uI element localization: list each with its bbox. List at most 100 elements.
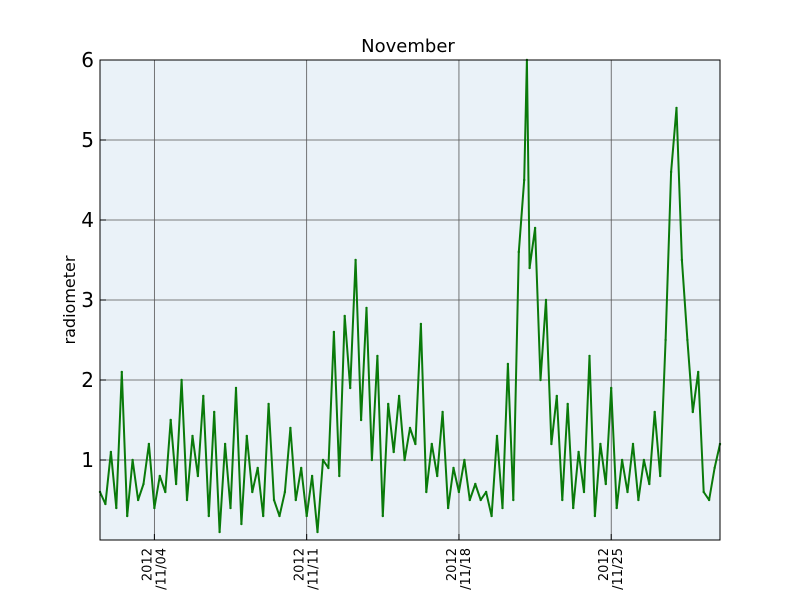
data-point: [419, 322, 423, 326]
data-point: [109, 450, 113, 454]
data-point: [251, 490, 254, 494]
data-point: [120, 370, 124, 374]
data-point: [191, 434, 194, 438]
data-point: [202, 394, 205, 398]
data-point: [223, 442, 227, 446]
y-tick-label: 3: [81, 288, 94, 312]
data-point: [185, 498, 189, 502]
data-point: [359, 418, 363, 422]
data-point: [294, 498, 297, 502]
data-point: [669, 170, 673, 174]
x-tick-label-line2: /11/25: [611, 548, 626, 590]
x-tick-label: 2012/11/25: [597, 548, 626, 590]
data-point: [528, 266, 531, 270]
data-point: [283, 490, 287, 494]
data-point: [142, 482, 145, 486]
data-point: [430, 442, 433, 446]
data-point: [463, 458, 466, 462]
data-point: [691, 410, 694, 414]
data-point: [289, 426, 292, 430]
data-point: [582, 490, 586, 494]
data-point: [354, 258, 357, 262]
data-point: [566, 402, 569, 406]
x-tick-label-line1: 2012: [597, 548, 612, 581]
data-point: [310, 474, 314, 478]
data-point: [572, 506, 575, 510]
data-point: [550, 442, 553, 446]
data-point: [381, 514, 384, 518]
data-point: [332, 330, 336, 334]
data-point: [327, 466, 330, 470]
data-point: [136, 498, 140, 502]
data-point: [490, 514, 493, 518]
y-tick-label: 4: [81, 208, 94, 232]
x-axis-ticks: 2012/11/04 2012/11/11 2012/11/18 2012/11/25: [140, 534, 626, 590]
data-point: [131, 458, 134, 462]
data-point: [338, 474, 341, 478]
data-point: [501, 506, 504, 510]
data-point: [126, 514, 129, 518]
data-point: [365, 306, 368, 310]
data-point: [207, 514, 210, 518]
x-tick-label: 2012/11/04: [140, 548, 169, 590]
x-tick-label: 2012/11/11: [293, 548, 322, 590]
data-point: [517, 250, 520, 254]
data-point: [169, 418, 172, 422]
data-point: [604, 482, 607, 486]
data-point: [104, 502, 107, 506]
data-point: [615, 506, 618, 510]
x-tick-label-line1: 2012: [293, 548, 308, 581]
data-point: [702, 490, 705, 494]
y-tick-label: 2: [81, 368, 94, 392]
data-point: [653, 410, 656, 414]
data-point: [300, 466, 303, 470]
data-point: [196, 474, 200, 478]
data-point: [457, 490, 461, 494]
data-point: [316, 530, 319, 534]
data-point: [637, 498, 640, 502]
data-point: [147, 442, 151, 446]
data-point: [452, 466, 455, 470]
data-point: [213, 410, 216, 414]
data-point: [414, 442, 417, 446]
data-point: [626, 490, 629, 494]
data-point: [408, 426, 412, 430]
data-point: [539, 378, 542, 382]
x-tick-label-line1: 2012: [445, 548, 460, 581]
data-point: [278, 514, 281, 518]
data-point: [245, 434, 248, 438]
data-point: [370, 458, 374, 462]
data-point: [267, 402, 270, 406]
data-point: [620, 458, 624, 462]
data-point: [610, 386, 613, 390]
data-point: [474, 482, 477, 486]
y-axis-label: radiometer: [60, 255, 79, 344]
y-axis-ticks: 1 2 3 4 5 6: [81, 48, 106, 472]
data-point: [392, 450, 395, 454]
data-point: [343, 314, 346, 318]
data-point: [349, 386, 352, 390]
data-point: [425, 490, 428, 494]
data-point: [593, 514, 597, 518]
data-point: [229, 506, 232, 510]
data-point: [272, 498, 276, 502]
data-point: [631, 442, 635, 446]
data-point: [506, 362, 510, 366]
data-point: [468, 498, 471, 502]
data-point: [164, 490, 167, 494]
data-point: [561, 498, 564, 502]
data-point: [403, 458, 406, 462]
data-point: [446, 506, 450, 510]
data-point: [387, 402, 390, 406]
series-line: [99, 59, 721, 533]
y-tick-label: 5: [81, 128, 94, 152]
data-point: [256, 466, 259, 470]
data-point: [707, 498, 711, 502]
data-point: [180, 378, 183, 382]
data-point: [174, 482, 178, 486]
data-point: [577, 450, 580, 454]
data-point: [376, 354, 379, 358]
x-tick-label-line2: /11/04: [154, 548, 169, 590]
x-tick-label-line2: /11/11: [307, 548, 322, 590]
